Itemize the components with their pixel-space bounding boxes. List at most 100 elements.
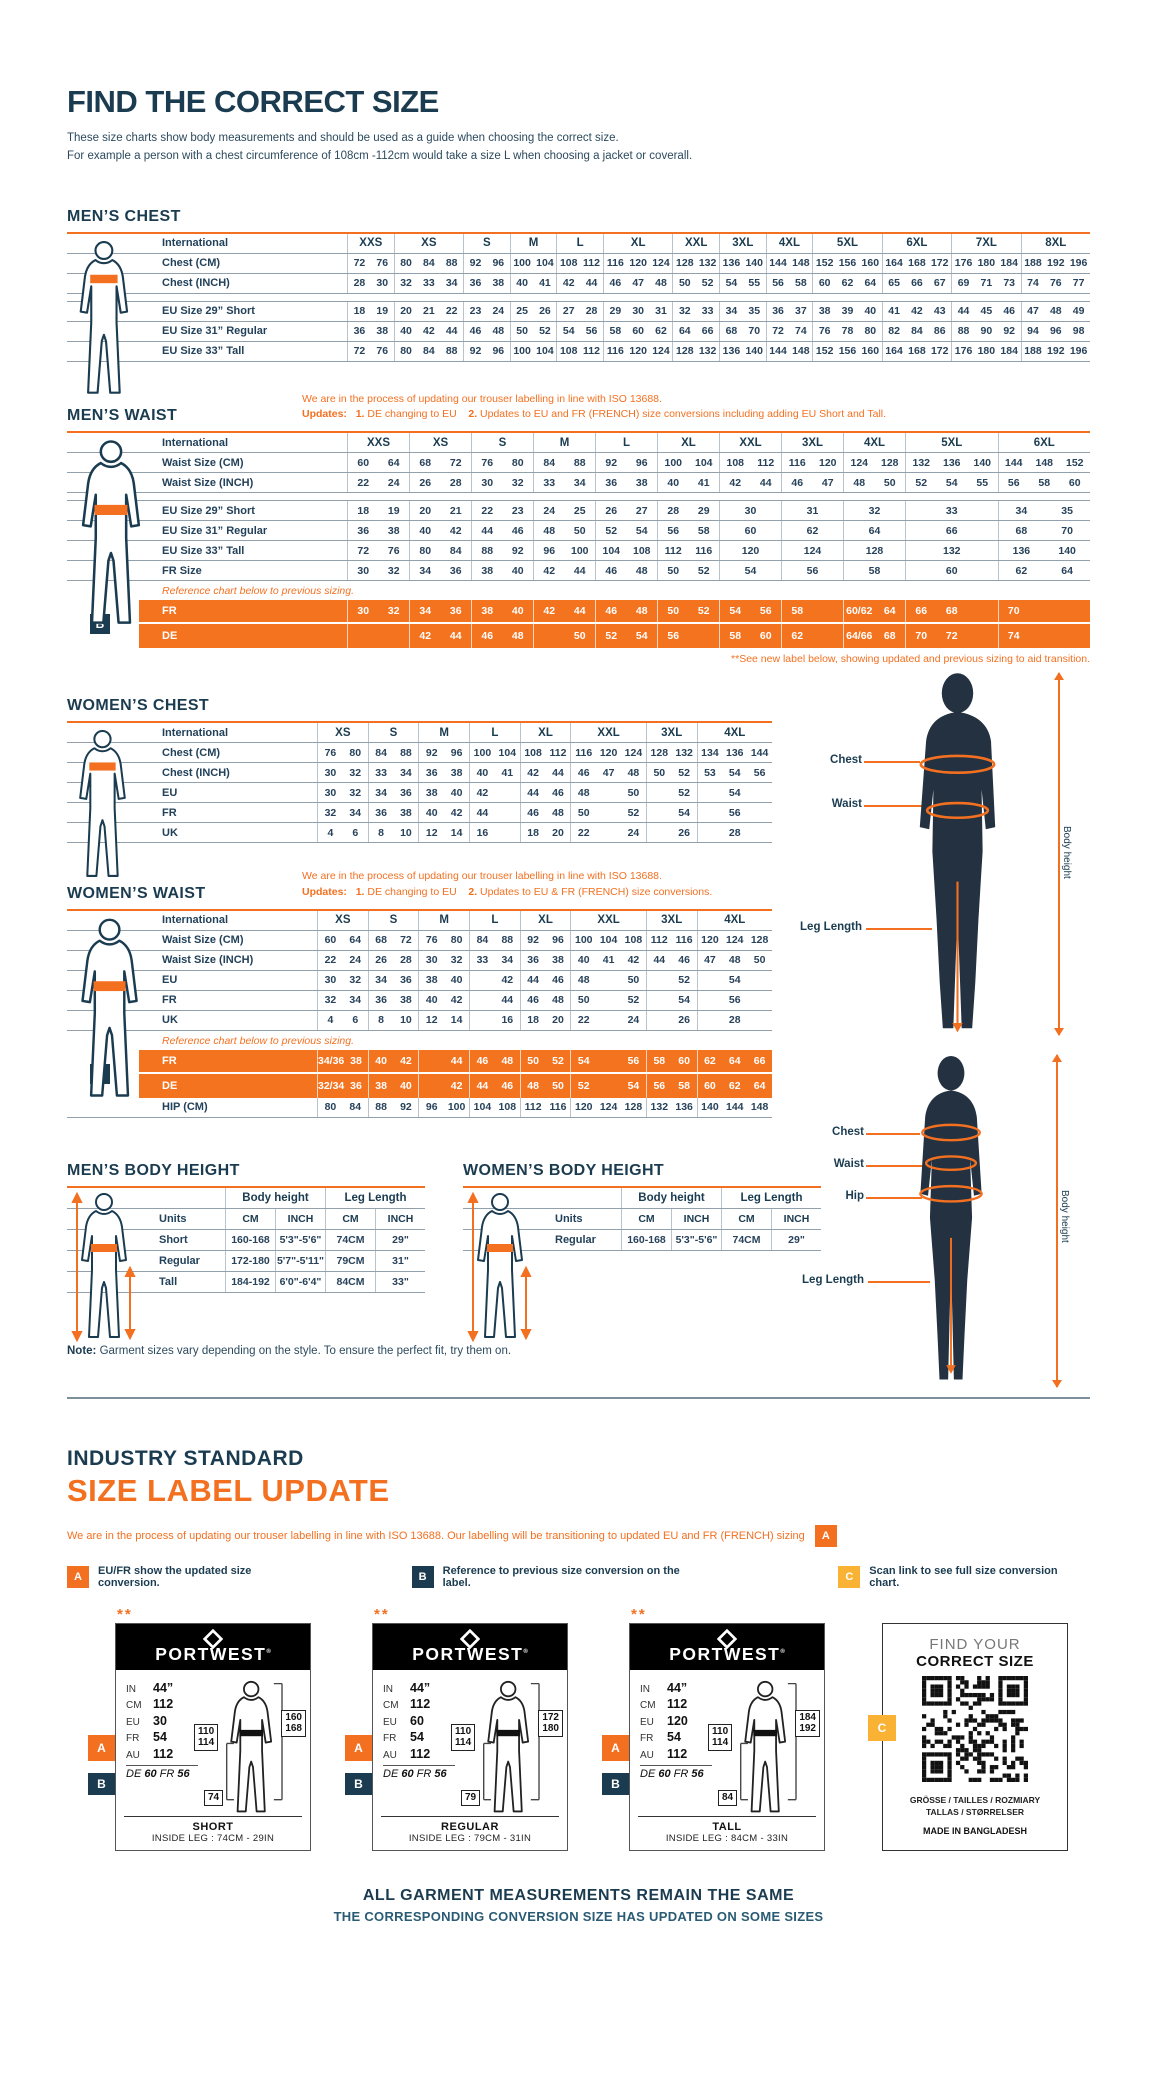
size-cell: 36 38 [418, 763, 469, 783]
bh-value: 29" [375, 1229, 425, 1250]
size-cell: 80 84 88 [393, 253, 463, 273]
size-value: 104 [536, 257, 554, 270]
size-value: 38 [400, 994, 412, 1007]
size-value: 18 [527, 1014, 539, 1027]
size-name: XXL [685, 237, 708, 250]
size-value: 96 [492, 345, 505, 358]
size-value: 38 [818, 305, 831, 318]
stars-marker: ** [117, 1605, 133, 1623]
bh-row: Tall 184-192 6'0"-6'4" 84CM 33" [67, 1271, 425, 1293]
size-value: 84 [349, 1101, 362, 1114]
size-value: 25 [573, 504, 586, 517]
size-name: 3XL [661, 914, 683, 927]
size-value: 44 [573, 564, 586, 577]
size-value: 62 [728, 1079, 741, 1092]
size-value: 23 [511, 504, 524, 517]
size-value: 26 [419, 476, 432, 489]
size-cell: 108 112 [519, 743, 571, 763]
size-cell: 34 36 [409, 600, 471, 623]
size-cell: 54 [696, 970, 773, 990]
size-value: 55 [976, 476, 989, 489]
size-value: 58 [795, 277, 807, 290]
update-paragraph-text: We are in the process of updating our tr… [67, 1529, 805, 1542]
size-cell: 56 58 [657, 521, 719, 541]
size-value: 14 [450, 1014, 463, 1027]
size-value: 64 [678, 325, 691, 338]
size-value: 60 [818, 277, 831, 290]
size-value [470, 971, 495, 990]
size-value: 60 [324, 934, 337, 947]
size-cell: 54 55 [719, 273, 766, 293]
size-cell: 22 24 [317, 950, 368, 970]
size-value: 16 [501, 1014, 514, 1027]
size-value: 24 [349, 954, 362, 967]
size-value: 134 [701, 746, 719, 759]
size-value: 32 [349, 766, 362, 779]
table-row: HIP (CM) 80 84 88 92 96 100 104 108 112 116 120 124 1… [67, 1097, 772, 1118]
a-badge: A [345, 1734, 372, 1761]
size-value: 38 [400, 806, 412, 819]
size-value: 60 [744, 524, 757, 537]
mens-waist-section: MEN’S WAIST We are in the process of upd… [67, 392, 1090, 665]
stars-marker: ** [631, 1605, 647, 1623]
size-value: 58 [791, 605, 804, 618]
prev-label: DE [126, 1768, 145, 1781]
size-value: 112 [583, 257, 600, 270]
size-value: 80 [400, 257, 412, 270]
size-value: 24 [387, 476, 400, 489]
size-value: 44 [527, 786, 539, 799]
prev-value: 56 [177, 1768, 190, 1781]
portwest-logo: PORTWEST® [630, 1623, 824, 1670]
size-value: 26 [539, 305, 551, 318]
size-cell: 48 50 [843, 473, 905, 493]
size-value: 84 [375, 746, 387, 759]
size-cell: 36 38 [367, 990, 419, 1010]
row-label: EU Size 33” Tall [162, 345, 245, 358]
updates-note: Updates: 1. DE changing to EU 2. Updates… [302, 407, 886, 423]
size-value: 64 [883, 605, 896, 618]
size-value: 44 [449, 630, 462, 643]
size-value: 144 [769, 257, 787, 270]
size-cell: 30 32 [347, 561, 409, 581]
size-value: 31 [655, 305, 667, 318]
b-badge: B [88, 1772, 115, 1795]
size-value [495, 783, 520, 802]
size-cell: 44 46 [645, 950, 697, 970]
size-cell: 26 28 [409, 473, 471, 493]
size-value: 184 [1000, 257, 1018, 270]
size-cell: 48 50 [533, 521, 595, 541]
bh-group-header-row: Body height Leg Length [463, 1187, 821, 1209]
legend-text: Scan link to see full size conversion ch… [869, 1564, 1058, 1589]
registered-mark: ® [780, 1648, 785, 1655]
size-cell: 96 100 [533, 541, 595, 561]
size-value: 196 [1069, 345, 1088, 358]
size-value: 120 [599, 746, 618, 759]
size-name: 3XL [801, 436, 824, 449]
size-value [689, 624, 720, 648]
size-name: XXS [366, 436, 390, 449]
size-name: XXL [597, 726, 620, 739]
size-value: 74 [1027, 277, 1039, 290]
footer-line-1: ALL GARMENT MEASUREMENTS REMAIN THE SAME [362, 1886, 795, 1904]
size-value: 40 [516, 277, 528, 290]
size-value: 108 [524, 746, 542, 759]
size-value: 46 [609, 277, 622, 290]
size-cell: 23 24 [463, 301, 510, 321]
size-cell: 52 54 [570, 1073, 646, 1098]
size-cell: 44 [469, 990, 520, 1010]
size-cell: 64/66 68 [843, 624, 905, 649]
size-value: 66 [911, 277, 923, 290]
size-value: 20 [419, 504, 432, 517]
size-cell: 42 [469, 970, 520, 990]
size-value: 72 [357, 544, 370, 557]
size-cell: 40 41 [657, 473, 719, 493]
size-value: 60/62 [846, 605, 873, 618]
size-value: 128 [865, 544, 884, 557]
size-value: 56 [753, 766, 766, 779]
size-cell: 46 47 [781, 473, 843, 493]
size-cell: 18 20 [519, 1010, 571, 1030]
size-value: 56 [728, 806, 741, 819]
size-value: 14 [450, 826, 463, 839]
size-name: L [576, 237, 584, 250]
